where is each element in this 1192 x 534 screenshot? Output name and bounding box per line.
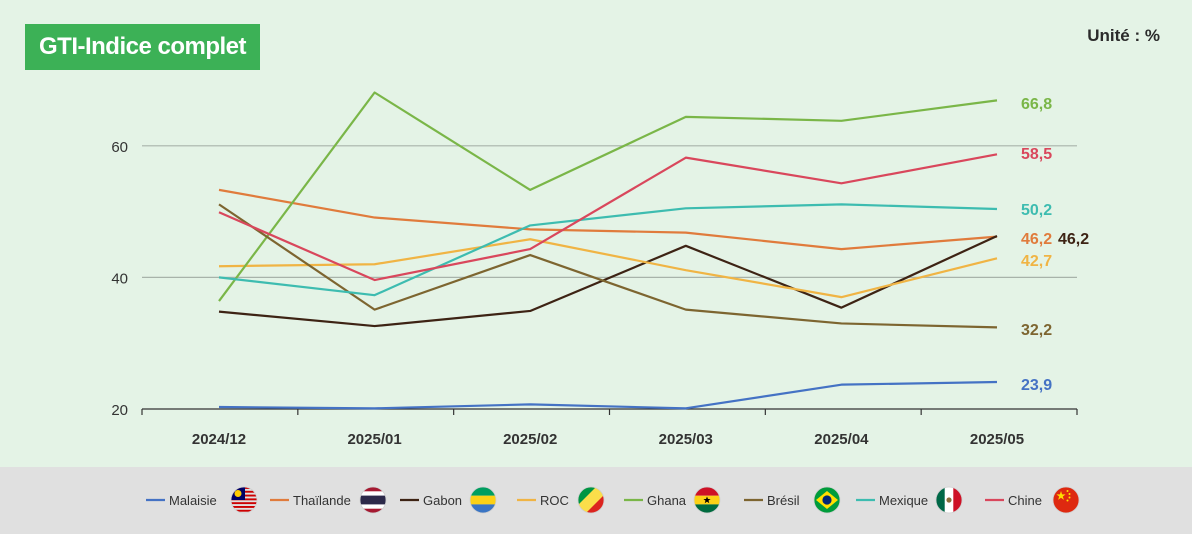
end-value-label: 46,2 (1021, 231, 1052, 248)
x-tick-label: 2025/04 (814, 431, 869, 448)
legend-label: Gabon (423, 493, 462, 508)
legend-label: Chine (1008, 493, 1042, 508)
china-flag-icon (1052, 486, 1080, 514)
end-value-label: 58,5 (1021, 146, 1052, 163)
x-tick-label: 2024/12 (192, 431, 246, 448)
end-value-label: 50,2 (1021, 202, 1052, 219)
congo-flag-icon (577, 486, 605, 514)
y-tick-label: 60 (111, 139, 128, 156)
chart-title: GTI-Indice complet (25, 24, 260, 70)
series-line-roc (218, 238, 998, 299)
x-tick-label: 2025/05 (970, 431, 1024, 448)
mexico-flag-icon (935, 486, 963, 514)
series-line-gabon (218, 234, 998, 328)
x-tick-label: 2025/03 (659, 431, 713, 448)
end-value-label: 42,7 (1021, 253, 1052, 270)
unit-label: Unité : % (1087, 26, 1160, 45)
x-tick-label: 2025/02 (503, 431, 557, 448)
brazil-flag-icon (813, 486, 841, 514)
series-line-brésil (218, 203, 998, 329)
legend-label: Thaïlande (293, 493, 351, 508)
end-value-label: 32,2 (1021, 322, 1052, 339)
thailand-flag-icon (359, 486, 387, 514)
series-line-thaïlande (218, 188, 998, 251)
gabon-flag-icon (469, 486, 497, 514)
y-tick-label: 20 (111, 402, 128, 419)
legend-label: Brésil (767, 493, 800, 508)
legend-label: Mexique (879, 493, 928, 508)
legend-label: ROC (540, 493, 569, 508)
series-line-ghana (218, 91, 998, 302)
end-value-label: 66,8 (1021, 96, 1052, 113)
legend-label: Ghana (647, 493, 687, 508)
y-tick-label: 40 (111, 270, 128, 287)
end-value-label: 23,9 (1021, 377, 1052, 394)
malaysia-flag-icon (230, 486, 258, 514)
series-line-malaisie (218, 380, 998, 410)
ghana-flag-icon (693, 486, 721, 514)
x-tick-label: 2025/01 (347, 431, 401, 448)
series-line-mexique (218, 203, 998, 297)
legend-label: Malaisie (169, 493, 217, 508)
end-value-label: 46,2 (1058, 231, 1089, 248)
series-line-chine (218, 153, 998, 282)
